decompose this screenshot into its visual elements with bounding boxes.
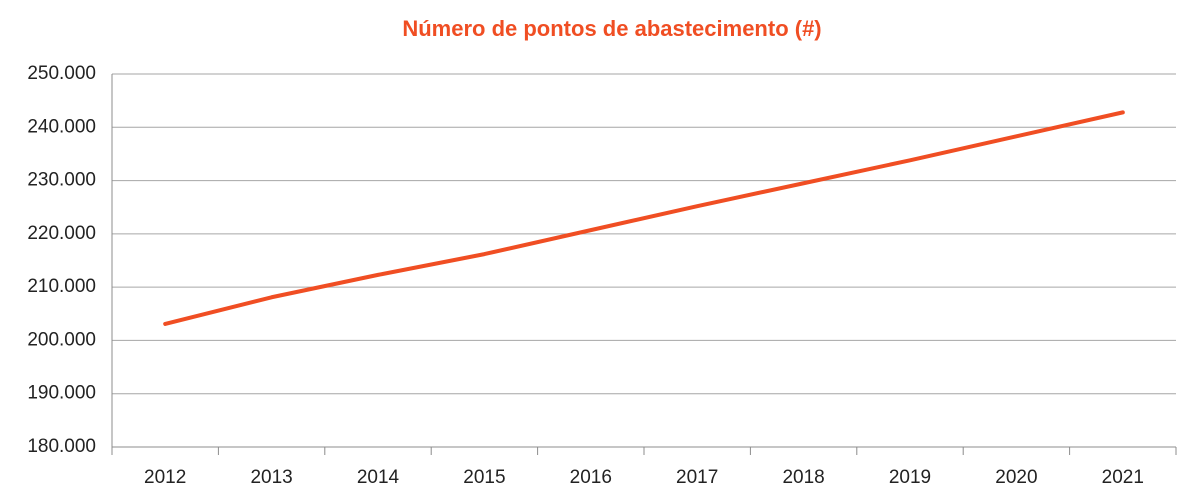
chart-title: Número de pontos de abastecimento (#) xyxy=(402,16,821,41)
x-tick-label: 2014 xyxy=(357,467,400,488)
y-tick-label: 250.000 xyxy=(27,63,96,84)
y-tick-label: 240.000 xyxy=(27,116,96,137)
x-tick-label: 2012 xyxy=(144,467,186,488)
y-tick-label: 200.000 xyxy=(27,329,96,350)
x-tick-label: 2021 xyxy=(1102,467,1144,488)
x-tick-label: 2017 xyxy=(676,467,718,488)
y-tick-label: 180.000 xyxy=(27,436,96,457)
x-tick-label: 2016 xyxy=(570,467,612,488)
line-series xyxy=(163,110,1125,326)
x-tick-label: 2018 xyxy=(782,467,824,488)
y-tick-label: 220.000 xyxy=(27,223,96,244)
x-tick-label: 2020 xyxy=(995,467,1037,488)
y-tick-label: 230.000 xyxy=(27,170,96,191)
y-tick-label: 190.000 xyxy=(27,383,96,404)
x-tick-label: 2015 xyxy=(463,467,505,488)
x-tick-label: 2019 xyxy=(889,467,931,488)
x-tick-label: 2013 xyxy=(250,467,292,488)
y-tick-label: 210.000 xyxy=(27,276,96,297)
